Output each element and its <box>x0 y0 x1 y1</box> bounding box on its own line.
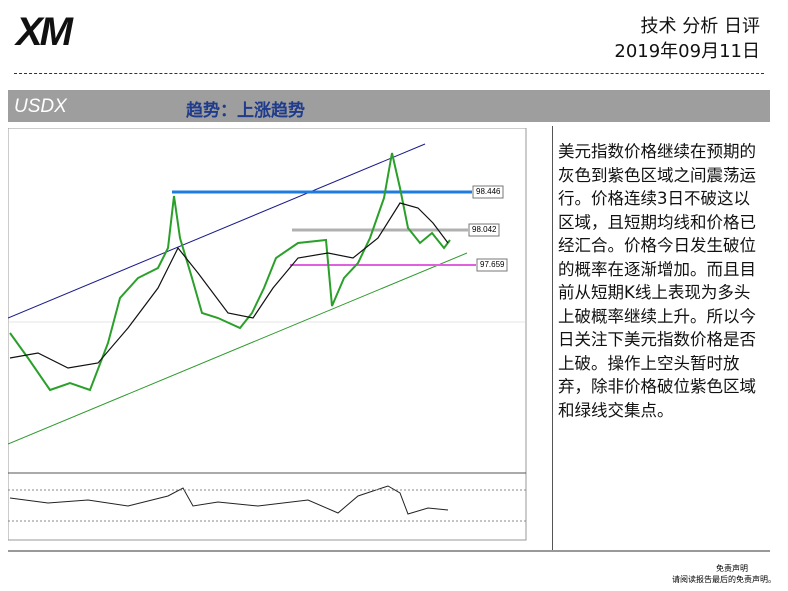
footer-divider <box>8 550 770 552</box>
chart-frame <box>8 128 527 541</box>
level-label: 97.659 <box>480 260 505 269</box>
divider <box>14 73 764 74</box>
logo: XM <box>16 10 73 54</box>
report-date: 2019年09月11日 <box>614 41 760 62</box>
oscillator <box>9 485 449 515</box>
level-label: 98.042 <box>472 225 497 234</box>
column-divider <box>552 126 553 550</box>
level-box <box>468 223 500 237</box>
level-label: 98.446 <box>476 187 501 196</box>
price-line <box>9 152 451 392</box>
price-chart: 98.446 98.042 97.659 <box>8 128 527 541</box>
level-box <box>472 185 504 199</box>
symbol: USDX <box>14 96 67 117</box>
section-bar <box>8 90 770 122</box>
trend: 趋势：上涨趋势 <box>186 101 305 121</box>
channel-top <box>8 143 426 319</box>
channel-bottom <box>8 252 468 445</box>
disclaimer-note: 请阅读报告最后的免责声明。 <box>672 575 776 584</box>
report-title: 技术 分析 日评 <box>640 16 760 37</box>
moving-average <box>9 202 449 369</box>
disclaimer-title: 免责声明 <box>716 564 748 573</box>
level-box <box>476 258 508 272</box>
analysis-text: 美元指数价格继续在预期的灰色到紫色区域之间震荡运行。价格连续3日不破这以区域，且… <box>558 142 756 420</box>
